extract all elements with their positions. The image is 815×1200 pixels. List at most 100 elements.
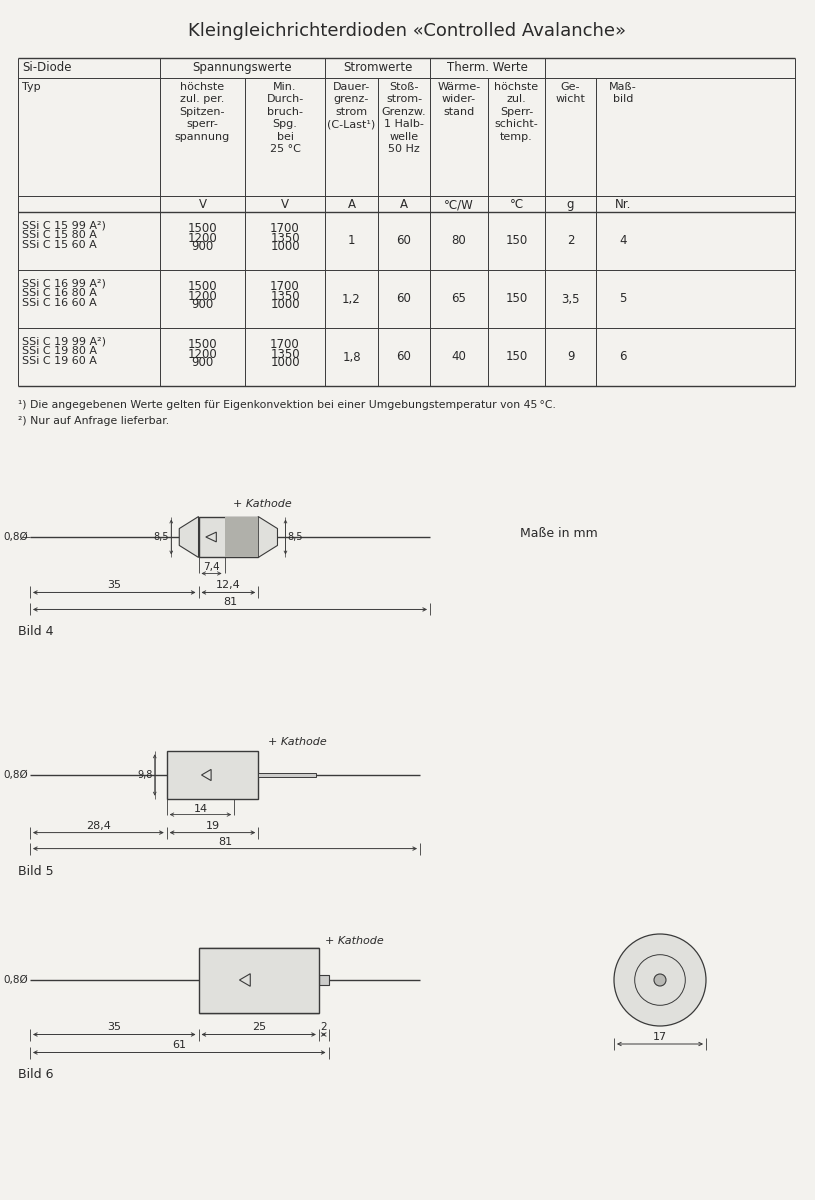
Text: 81: 81	[218, 836, 232, 846]
Text: 17: 17	[653, 1032, 667, 1042]
Text: + Kathode: + Kathode	[268, 738, 327, 748]
Text: SSi C 19 60 A: SSi C 19 60 A	[22, 356, 97, 366]
Text: SSi C 19 80 A: SSi C 19 80 A	[22, 347, 97, 356]
Text: V: V	[199, 198, 206, 211]
Text: 1500: 1500	[187, 338, 218, 352]
Text: 8,5: 8,5	[288, 532, 303, 542]
Text: ²) Nur auf Anfrage lieferbar.: ²) Nur auf Anfrage lieferbar.	[18, 416, 170, 426]
Bar	[167, 751, 258, 798]
Text: V: V	[281, 198, 289, 211]
Text: SSi C 16 99 A²): SSi C 16 99 A²)	[22, 278, 106, 289]
Text: 60: 60	[397, 234, 412, 247]
Text: A: A	[347, 198, 355, 211]
Text: 150: 150	[505, 350, 527, 364]
Text: Ge-
wicht: Ge- wicht	[556, 82, 585, 104]
Text: 60: 60	[397, 350, 412, 364]
Bar	[224, 516, 258, 558]
Text: 2: 2	[566, 234, 575, 247]
Text: Typ: Typ	[22, 82, 41, 92]
Text: 6: 6	[619, 350, 627, 364]
Text: SSi C 15 99 A²): SSi C 15 99 A²)	[22, 221, 106, 230]
Text: 1200: 1200	[187, 348, 218, 360]
Text: höchste
zul.
Sperr-
schicht-
temp.: höchste zul. Sperr- schicht- temp.	[495, 82, 539, 142]
Text: SSi C 16 60 A: SSi C 16 60 A	[22, 298, 97, 308]
Text: 150: 150	[505, 234, 527, 247]
Text: 1,2: 1,2	[342, 293, 361, 306]
Text: 65: 65	[452, 293, 466, 306]
Text: Min.
Durch-
bruch-
Spg.
bei
25 °C: Min. Durch- bruch- Spg. bei 25 °C	[267, 82, 304, 154]
Text: SSi C 15 60 A: SSi C 15 60 A	[22, 240, 97, 250]
Text: 1500: 1500	[187, 281, 218, 294]
Text: 35: 35	[108, 581, 121, 590]
Text: °C: °C	[509, 198, 523, 211]
Text: 1350: 1350	[271, 289, 300, 302]
Text: 12,4: 12,4	[216, 581, 240, 590]
Text: 900: 900	[192, 299, 214, 312]
Text: 8,5: 8,5	[154, 532, 170, 542]
Text: Stoß-
strom-
Grenzw.
1 Halb-
welle
50 Hz: Stoß- strom- Grenzw. 1 Halb- welle 50 Hz	[381, 82, 426, 154]
Text: 1700: 1700	[270, 281, 300, 294]
Text: Therm. Werte: Therm. Werte	[447, 61, 528, 74]
Text: 1200: 1200	[187, 289, 218, 302]
Text: Bild 4: Bild 4	[18, 625, 54, 638]
Text: 35: 35	[108, 1022, 121, 1032]
Text: + Kathode: + Kathode	[232, 498, 291, 509]
Text: Bild 5: Bild 5	[18, 864, 54, 877]
Text: 9,8: 9,8	[138, 770, 152, 780]
Text: 4: 4	[619, 234, 627, 247]
Text: 1000: 1000	[271, 356, 300, 370]
Text: 0,8Ø: 0,8Ø	[3, 532, 28, 542]
Text: 1700: 1700	[270, 338, 300, 352]
Polygon shape	[258, 516, 277, 558]
Bar	[199, 948, 319, 1013]
Text: Stromwerte: Stromwerte	[343, 61, 412, 74]
Text: 60: 60	[397, 293, 412, 306]
Text: 150: 150	[505, 293, 527, 306]
Text: Maße in mm: Maße in mm	[520, 527, 597, 540]
Text: 1000: 1000	[271, 299, 300, 312]
Text: °C/W: °C/W	[444, 198, 474, 211]
Bar	[258, 773, 316, 778]
Text: Nr.: Nr.	[615, 198, 631, 211]
Text: 1500: 1500	[187, 222, 218, 235]
Text: Wärme-
wider-
stand: Wärme- wider- stand	[438, 82, 481, 116]
Text: 81: 81	[223, 598, 237, 607]
Text: SSi C 15 80 A: SSi C 15 80 A	[22, 230, 97, 240]
Text: ¹) Die angegebenen Werte gelten für Eigenkonvektion bei einer Umgebungstemperatu: ¹) Die angegebenen Werte gelten für Eige…	[18, 400, 556, 410]
Circle shape	[654, 974, 666, 986]
Circle shape	[614, 934, 706, 1026]
Text: 900: 900	[192, 240, 214, 253]
Text: 14: 14	[193, 804, 208, 814]
Text: g: g	[566, 198, 575, 211]
Text: 80: 80	[452, 234, 466, 247]
Text: 25: 25	[252, 1022, 266, 1032]
Text: 1350: 1350	[271, 232, 300, 245]
Text: Bild 6: Bild 6	[18, 1068, 54, 1081]
Text: 2: 2	[320, 1022, 327, 1032]
Text: 1000: 1000	[271, 240, 300, 253]
Text: Si-Diode: Si-Diode	[22, 61, 72, 74]
Polygon shape	[179, 516, 199, 558]
Text: 40: 40	[452, 350, 466, 364]
Text: 9: 9	[566, 350, 575, 364]
Text: SSi C 19 99 A²): SSi C 19 99 A²)	[22, 337, 106, 347]
Text: 3,5: 3,5	[562, 293, 579, 306]
Text: 900: 900	[192, 356, 214, 370]
Text: 19: 19	[205, 821, 219, 830]
Text: SSi C 16 80 A: SSi C 16 80 A	[22, 288, 97, 299]
Text: höchste
zul. per.
Spitzen-
sperr-
spannung: höchste zul. per. Spitzen- sperr- spannu…	[175, 82, 230, 142]
Text: A: A	[400, 198, 408, 211]
Text: 1: 1	[348, 234, 355, 247]
Text: + Kathode: + Kathode	[325, 936, 384, 946]
Text: 28,4: 28,4	[86, 821, 111, 830]
Text: 1350: 1350	[271, 348, 300, 360]
Text: Kleingleichrichterdioden «Controlled Avalanche»: Kleingleichrichterdioden «Controlled Ava…	[188, 22, 626, 40]
Bar	[319, 974, 328, 985]
Text: 7,4: 7,4	[203, 563, 220, 572]
Text: 0,8Ø: 0,8Ø	[3, 770, 28, 780]
Text: 61: 61	[172, 1040, 187, 1050]
Text: 0,8Ø: 0,8Ø	[3, 974, 28, 985]
Text: Maß-
bild: Maß- bild	[609, 82, 637, 104]
Bar	[199, 516, 258, 558]
Text: 5: 5	[619, 293, 627, 306]
